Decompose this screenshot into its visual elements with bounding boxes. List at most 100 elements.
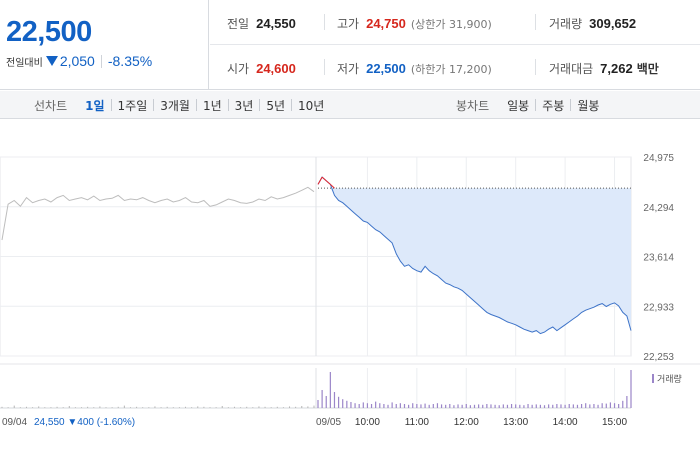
candle-weekly-button[interactable]: 주봉 (542, 98, 565, 113)
volume-bar (337, 396, 340, 408)
volume-bar (166, 406, 168, 408)
stock-header: 22,500 전일대비 2,050 -8.35% 전일 24,550 고가 24,7… (0, 0, 700, 90)
volume-bar (240, 407, 242, 408)
prev-day-label: 09/04 (2, 417, 27, 428)
stat-label: 전일 (227, 17, 250, 31)
x-tick-label: 15:00 (602, 417, 627, 428)
divider (195, 99, 197, 111)
day-label: 09/05 (316, 417, 341, 428)
volume-bar (379, 403, 381, 408)
stat-value: 7,262 (600, 61, 633, 76)
volume-bar (19, 407, 21, 408)
volume-bar (197, 406, 199, 408)
volume-bar (478, 404, 480, 408)
candle-chart-periods: 봉차트 일봉 주봉 월봉 (456, 91, 605, 119)
period-3m-button[interactable]: 3개월 (160, 98, 190, 113)
volume-bar (258, 406, 260, 408)
volume-bar (252, 407, 254, 408)
stats-row-2: 시가 24,600 저가 22,500 (하한가 17,200) 거래대금 7,262 백… (210, 45, 700, 90)
stat-prev-close: 전일 24,550 (227, 15, 296, 32)
divider (291, 99, 293, 111)
volume-bar (366, 403, 369, 408)
volume-bar (354, 403, 356, 408)
volume-bar (580, 404, 583, 408)
volume-bar (191, 407, 193, 408)
volume-bar (350, 402, 352, 408)
volume-bar (486, 404, 488, 408)
y-tick-label: 24,294 (643, 203, 674, 214)
volume-bar (154, 406, 156, 408)
y-tick-label: 22,253 (643, 352, 674, 363)
stat-value: 309,652 (589, 16, 637, 31)
volume-bar (527, 404, 529, 408)
volume-bar (510, 404, 513, 408)
stat-label: 거래량 (549, 17, 583, 31)
stat-low: 저가 22,500 (하한가 17,200) (337, 60, 492, 77)
period-1y-button[interactable]: 1년 (202, 98, 222, 113)
stat-open: 시가 24,600 (227, 60, 296, 77)
stat-volume: 거래량 309,652 (549, 15, 636, 32)
prev-day-info: 24,550 ▼400 (-1.60%) (34, 417, 135, 428)
volume-bar (172, 407, 174, 408)
volume-bar (432, 404, 434, 408)
volume-bar (552, 404, 554, 408)
volume-bar (601, 403, 603, 408)
volume-bar (362, 402, 364, 408)
volume-bar (589, 404, 591, 408)
divider (153, 99, 155, 111)
y-axis-labels: 24,975 24,294 23,614 22,933 22,253 (643, 153, 674, 363)
volume-legend-swatch (652, 374, 654, 383)
volume-bar (142, 407, 144, 408)
volume-bar (185, 406, 187, 408)
volume-bar (325, 396, 327, 408)
today-price-line (317, 176, 632, 335)
volume-bar (403, 404, 406, 408)
volume-bar (383, 404, 385, 408)
volume-bar (548, 404, 550, 408)
volume-bar (123, 405, 125, 408)
period-1d-button[interactable]: 1일 (85, 98, 105, 113)
chart-series-lines (1, 176, 632, 335)
volume-bar (498, 405, 500, 408)
volume-bar (399, 403, 401, 408)
volume-bar (482, 404, 484, 408)
volume-bar (289, 406, 291, 408)
candle-chart-title: 봉차트 (456, 98, 490, 113)
divider (324, 59, 325, 75)
period-1w-button[interactable]: 1주일 (117, 98, 148, 113)
change-divider (100, 54, 102, 68)
chart-toolbar: 선차트 1일 1주일 3개월 1년 3년 5년 10년 봉차트 일봉 주봉 월봉 (0, 91, 700, 119)
stat-label: 저가 (337, 62, 360, 76)
volume-bar (227, 407, 229, 408)
volume-bar (317, 400, 319, 408)
volume-bar (457, 404, 459, 408)
period-10y-button[interactable]: 10년 (298, 98, 325, 113)
volume-bar (38, 406, 40, 408)
volume-bar (630, 370, 632, 408)
candle-daily-button[interactable]: 일봉 (507, 98, 530, 113)
volume-bar (436, 403, 439, 408)
stat-label: 시가 (227, 62, 250, 76)
volume-bar (307, 406, 309, 408)
volume-bar (576, 404, 579, 408)
period-3y-button[interactable]: 3년 (234, 98, 254, 113)
volume-bar (469, 405, 471, 408)
volume-bar (375, 401, 377, 408)
candle-monthly-button[interactable]: 월봉 (577, 98, 600, 113)
volume-bar (609, 402, 612, 408)
stat-value: 24,600 (256, 61, 296, 76)
volume-bar (535, 404, 537, 408)
period-5y-button[interactable]: 5년 (266, 98, 286, 113)
stat-label: 거래대금 (549, 62, 594, 76)
volume-bar (613, 403, 616, 408)
volume-bar (7, 407, 9, 408)
volume-bar (465, 404, 467, 408)
volume-bar (264, 406, 266, 408)
volume-bar (387, 404, 389, 408)
volume-bar (215, 407, 217, 408)
volume-bar (56, 406, 58, 408)
above-reference-segment (330, 184, 335, 189)
volume-bar (358, 404, 360, 408)
volume-bar (560, 404, 562, 408)
volume-bar (420, 404, 422, 408)
